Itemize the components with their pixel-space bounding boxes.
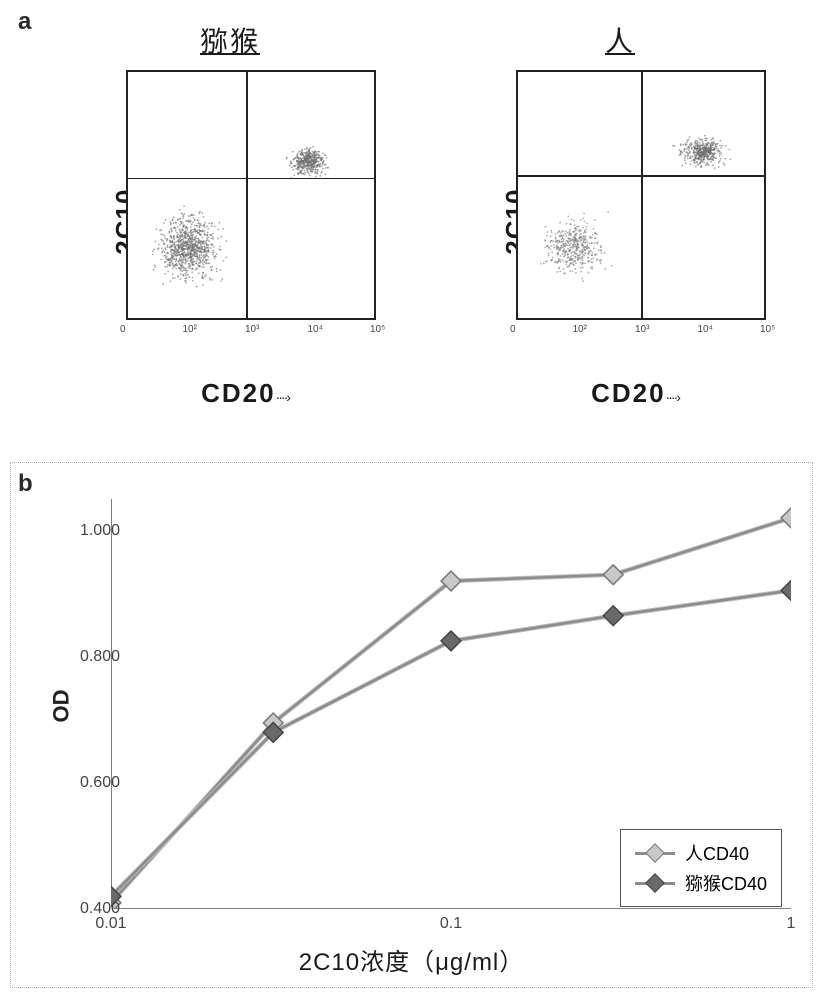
x-axis-text-r: CD20 [591, 378, 665, 408]
flow-plot-macaque: 猕猴 2C10····› 010²10³10⁴10⁵ CD20····› [60, 20, 400, 409]
x-tick-label: 0.1 [440, 915, 462, 933]
x-tick-label: 10⁵ [370, 324, 385, 335]
legend-row: 猕猴CD40 [635, 868, 767, 898]
flow-plot-area-left: 2C10····› 010²10³10⁴10⁵ [90, 70, 390, 360]
flow-box-left [126, 70, 376, 320]
legend-marker-icon [645, 873, 665, 893]
flow-box-right [516, 70, 766, 320]
x-tick-label: 10⁴ [698, 324, 713, 335]
x-tick-label: 0 [120, 324, 126, 335]
x-tick-label: 0.01 [95, 915, 126, 933]
legend-box: 人CD40 猕猴CD40 [620, 829, 782, 907]
x-tick-label: 0 [510, 324, 516, 335]
od-y-axis-label: OD [49, 690, 75, 723]
x-tick-label: 10⁵ [760, 324, 775, 335]
scatter-svg-left [128, 72, 374, 318]
x-tick-label: 10³ [245, 324, 259, 335]
legend-line-icon [635, 882, 675, 885]
y-tick-label: 1.000 [80, 522, 120, 540]
legend-marker-icon [645, 843, 665, 863]
x-axis-label-cd20-r: CD20····› [480, 378, 790, 409]
x-tick-label: 10² [183, 324, 197, 335]
x-tick-label: 10³ [635, 324, 649, 335]
x-axis-label-cd20: CD20····› [90, 378, 400, 409]
flow-plot-human: 人 2C10····› 010²10³10⁴10⁵ CD20····› [450, 20, 790, 409]
panel-a-label: a [18, 8, 31, 36]
y-tick-label: 0.800 [80, 648, 120, 666]
legend-row: 人CD40 [635, 838, 767, 868]
scatter-svg-right [518, 72, 764, 318]
flow-title-human: 人 [450, 20, 790, 60]
flow-cytometry-section: 猕猴 2C10····› 010²10³10⁴10⁵ CD20····› 人 2… [60, 20, 790, 440]
x-axis-arrow-icon-r: ····› [666, 389, 679, 405]
legend-label: 人CD40 [685, 840, 749, 866]
x-axis-text: CD20 [201, 378, 275, 408]
flow-plot-area-right: 2C10····› 010²10³10⁴10⁵ [480, 70, 780, 360]
flow-title-macaque: 猕猴 [60, 20, 400, 60]
x-axis-label-concentration: 2C10浓度（μg/ml） [299, 942, 525, 977]
x-tick-label: 1 [787, 915, 796, 933]
legend-line-icon [635, 852, 675, 855]
y-tick-label: 0.600 [80, 774, 120, 792]
x-tick-label: 10² [573, 324, 587, 335]
legend-label: 猕猴CD40 [685, 870, 767, 896]
x-axis-arrow-icon: ····› [276, 389, 289, 405]
line-chart-section: OD 人CD40猕猴CD40 2C10浓度（μg/ml） 0.4000.6000… [10, 462, 813, 988]
x-tick-label: 10⁴ [308, 324, 323, 335]
